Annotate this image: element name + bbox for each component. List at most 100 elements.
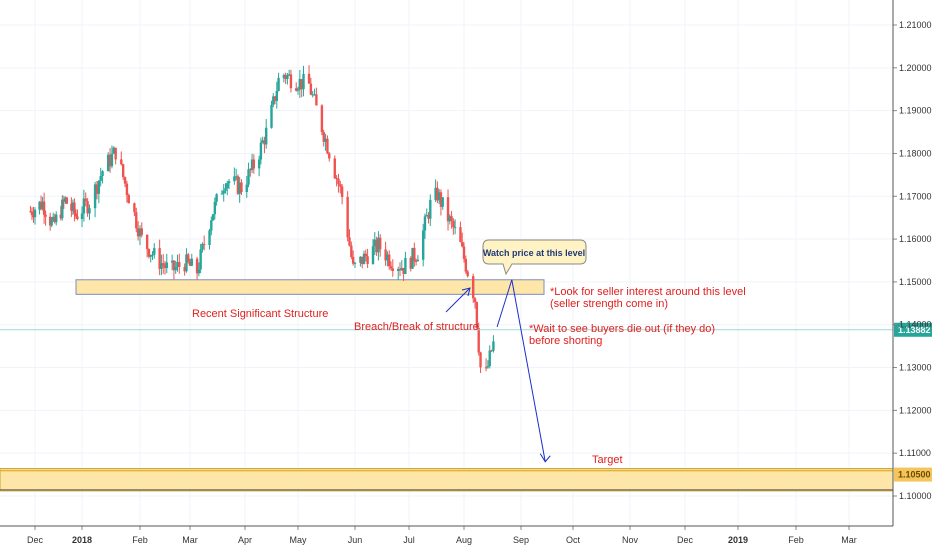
current-price-label: 1.13882 <box>898 325 931 335</box>
candle-body <box>437 192 441 201</box>
candle-body <box>350 245 353 258</box>
candle-body <box>50 219 53 226</box>
candle-body <box>210 220 213 231</box>
candle-body <box>215 194 218 202</box>
x-tick-label: Feb <box>132 535 148 545</box>
x-tick-label: Jun <box>348 535 363 545</box>
x-tick-label: Apr <box>238 535 252 545</box>
candle-body <box>138 228 142 237</box>
candle-body <box>477 328 480 353</box>
candle-body <box>32 215 35 218</box>
candle-body <box>190 258 193 266</box>
zones <box>0 279 894 492</box>
annotation-wait-buyers: *Wait to see buyers die out (if they do) <box>529 323 715 335</box>
candle-body <box>328 153 331 159</box>
candle-body <box>427 215 430 219</box>
candle-body <box>490 350 493 352</box>
x-tick-label: 2018 <box>72 535 92 545</box>
candle-body <box>84 198 87 202</box>
candle-body <box>471 276 475 299</box>
candle-body <box>364 253 367 257</box>
candle-body <box>76 216 79 220</box>
candle-body <box>371 246 375 265</box>
annotation-before-shorting: before shorting <box>529 335 602 347</box>
callout: Watch price at this level <box>482 239 587 276</box>
candle-body <box>488 350 491 367</box>
candle-body <box>453 227 457 229</box>
candle-body <box>238 182 241 194</box>
candle-body <box>226 183 229 189</box>
x-tick-label: Aug <box>456 535 472 545</box>
y-tick-label: 1.17000 <box>899 191 932 201</box>
candle-body <box>213 201 217 215</box>
overlays: 1.13882 1.10500 Watch price at this level R… <box>0 239 932 482</box>
candle-body <box>473 298 477 303</box>
candle-body <box>257 159 261 169</box>
candle-body <box>224 188 227 191</box>
candle-body <box>125 183 129 196</box>
candle-body <box>39 201 43 209</box>
candle-body <box>145 234 149 250</box>
candle-body <box>313 94 316 96</box>
candle-body <box>289 74 293 89</box>
y-tick-label: 1.12000 <box>899 405 932 415</box>
candle-body <box>201 243 204 250</box>
candle-body <box>70 203 73 211</box>
candle-body <box>30 211 34 216</box>
candle-body <box>353 262 357 264</box>
candle-body <box>108 154 112 167</box>
projection-path <box>496 279 546 462</box>
candle-body <box>421 230 425 260</box>
candle-body <box>112 147 116 154</box>
x-tick-label: Jul <box>403 535 415 545</box>
candle-body <box>187 254 190 262</box>
annotation-structure: Recent Significant Structure <box>192 308 328 320</box>
candle-body <box>170 260 174 263</box>
candle-body <box>149 254 152 257</box>
candle-body <box>389 266 393 269</box>
candle-body <box>282 74 286 78</box>
candle-body <box>391 268 394 271</box>
candle-body <box>183 266 186 272</box>
candle-body <box>250 159 254 171</box>
candle-body <box>62 199 66 202</box>
candle-body <box>185 254 188 272</box>
breach-arrow <box>445 287 471 313</box>
candle-body <box>492 341 495 351</box>
candle-body <box>366 256 369 265</box>
y-tick-label: 1.13000 <box>899 363 932 373</box>
candle-body <box>320 105 324 133</box>
candle-body <box>287 74 291 76</box>
candle-body <box>339 184 342 187</box>
candle-body <box>110 153 114 167</box>
candle-body <box>99 176 102 181</box>
x-tick-label: Mar <box>841 535 857 545</box>
candle-body <box>188 261 192 266</box>
candle-body <box>450 216 453 221</box>
candle-body <box>346 196 349 238</box>
candle-body <box>397 269 400 271</box>
y-tick-label: 1.11000 <box>899 448 931 458</box>
candle-body <box>71 202 75 211</box>
candle-body <box>172 260 176 271</box>
candle-body <box>479 352 482 368</box>
callout-bubble <box>482 239 587 276</box>
candle-body <box>326 138 329 154</box>
candle-body <box>384 249 387 261</box>
candle-body <box>475 302 479 329</box>
candle-body <box>151 254 154 256</box>
candle-body <box>466 271 469 277</box>
annotation-seller-interest: *Look for seller interest around this le… <box>550 286 746 298</box>
current-price-tag <box>894 322 932 337</box>
candle-body <box>249 169 252 171</box>
candle-body <box>375 239 378 253</box>
candle-body <box>120 159 123 165</box>
target-zone <box>0 468 894 492</box>
candle-body <box>398 269 402 271</box>
candle-body <box>300 78 303 90</box>
candle-body <box>486 366 490 368</box>
candle-body <box>446 197 450 222</box>
y-tick-label: 1.21000 <box>899 20 932 30</box>
